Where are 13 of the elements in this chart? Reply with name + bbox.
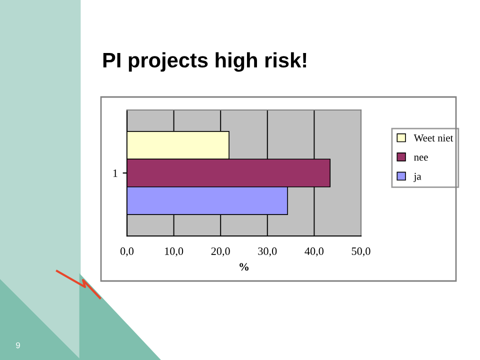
x-tick-label: 20,0 xyxy=(211,247,230,257)
x-tick-label: 50,0 xyxy=(352,247,370,257)
x-tick-label: 30,0 xyxy=(258,247,277,257)
x-axis-title: % xyxy=(240,263,249,271)
legend-label: ja xyxy=(414,172,422,182)
legend-label: nee xyxy=(414,156,428,161)
text: 9 xyxy=(16,342,20,348)
x-tick-label: 40,0 xyxy=(304,247,324,257)
y-tick-label: 1 xyxy=(113,170,118,177)
legend-label: Weet niet xyxy=(414,134,454,142)
x-tick-label: 10,0 xyxy=(165,247,184,257)
chart-title: PI projects high risk! xyxy=(103,52,306,72)
x-tick-label: 0,0 xyxy=(120,247,134,257)
